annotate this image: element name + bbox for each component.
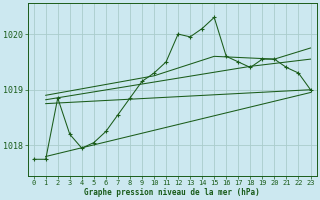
X-axis label: Graphe pression niveau de la mer (hPa): Graphe pression niveau de la mer (hPa)	[84, 188, 260, 197]
